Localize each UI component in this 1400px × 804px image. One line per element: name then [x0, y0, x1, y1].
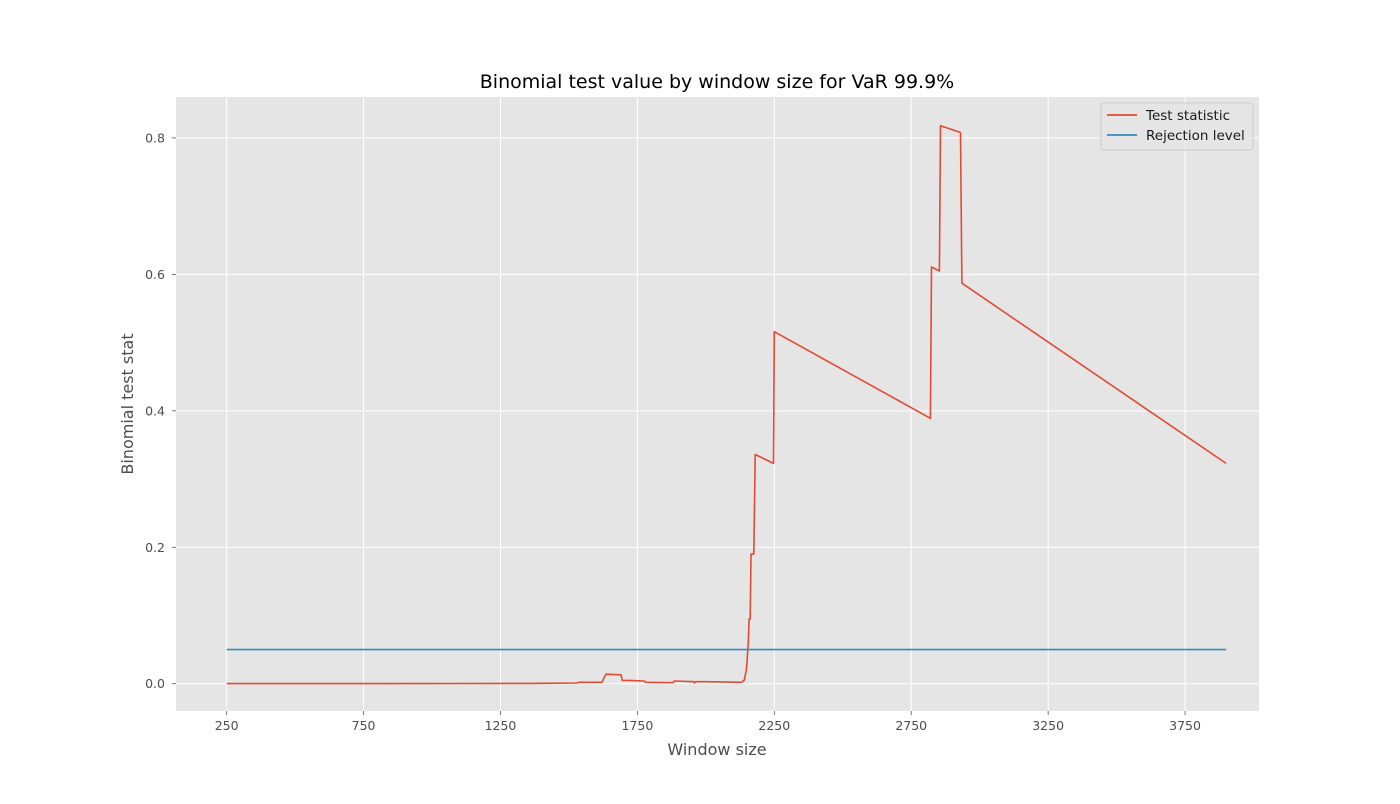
y-tick-label: 0.4	[145, 403, 165, 418]
x-tick-label: 250	[215, 718, 239, 733]
legend: Test statistic Rejection level	[1100, 102, 1254, 151]
legend-label: Rejection level	[1146, 128, 1245, 144]
y-tick-label: 0.0	[145, 676, 165, 691]
tick-labels: 250 750 1250 1750 2250 2750 3250 3750 0.0 0.2 0.4 0…	[145, 130, 1201, 733]
legend-label: Test statistic	[1145, 108, 1230, 124]
x-tick-label: 3750	[1169, 718, 1201, 733]
y-axis-label: Binomial test stat	[118, 333, 137, 474]
series-layer	[226, 124, 1227, 685]
y-tick-label: 0.2	[145, 540, 165, 555]
legend-box	[1100, 102, 1254, 151]
y-tick-label: 0.8	[145, 130, 165, 145]
chart-title: Binomial test value by window size for V…	[480, 71, 954, 93]
y-tick-label: 0.6	[145, 267, 165, 282]
x-tick-label: 2750	[895, 718, 927, 733]
x-tick-label: 1250	[485, 718, 517, 733]
x-tick-label: 3250	[1032, 718, 1064, 733]
x-tick-label: 1750	[621, 718, 653, 733]
x-axis-label: Window size	[667, 740, 766, 759]
x-tick-label: 2250	[758, 718, 790, 733]
x-tick-label: 750	[352, 718, 376, 733]
series-line-test-statistic	[226, 124, 1227, 685]
plot-area	[176, 97, 1259, 711]
